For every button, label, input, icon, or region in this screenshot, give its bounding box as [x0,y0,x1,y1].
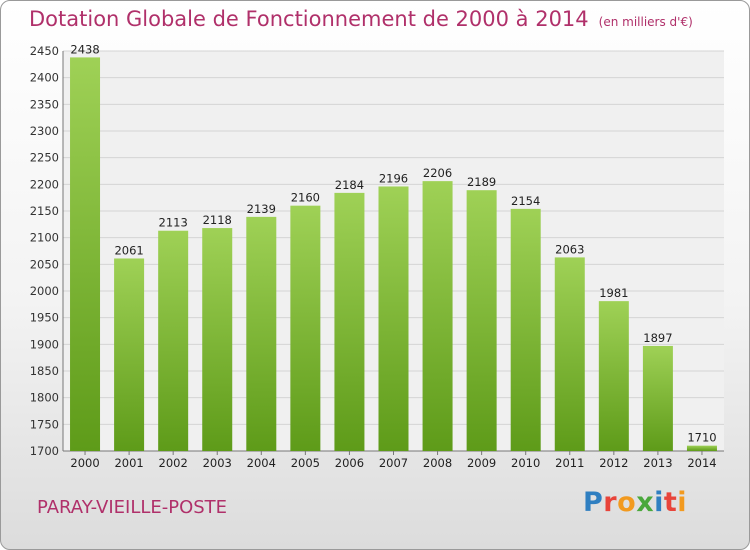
bar-value-label: 1710 [687,431,716,445]
bar [290,205,321,451]
axis-layer: 1700 1750 1800 1850 1900 1950 2000 2050 2100 2150… [30,44,724,470]
bar [114,258,145,451]
bar-layer [70,57,717,452]
x-tick-label: 2004 [247,456,276,470]
chart-title-text: Dotation Globale de Fonctionnement de 20… [29,7,589,31]
chart-title: Dotation Globale de Fonctionnement de 20… [29,7,693,31]
bar-value-label: 2196 [379,171,408,185]
x-tick-label: 2006 [335,456,364,470]
bar [466,190,497,451]
bar [334,192,365,451]
logo-letter: o [617,487,637,518]
x-tick-label: 2009 [467,456,496,470]
x-tick-label: 2014 [687,456,716,470]
logo-letter: x [636,487,655,518]
bar [686,445,717,451]
x-tick-label: 2008 [423,456,452,470]
y-tick-label: 1900 [30,337,59,351]
proxiti-logo: Proxiti [583,487,687,518]
bar-value-label: 1897 [643,331,672,345]
bar [598,301,629,451]
bar [510,208,541,451]
logo-letter: t [663,487,678,518]
y-tick-label: 2450 [30,44,59,58]
commune-name: PARAY-VIEILLE-POSTE [37,497,228,518]
y-tick-label: 2050 [30,257,59,271]
bar-value-label: 2206 [423,166,452,180]
x-tick-label: 2005 [291,456,320,470]
y-tick-label: 1800 [30,391,59,405]
x-tick-label: 2007 [379,456,408,470]
y-tick-label: 1950 [30,311,59,325]
x-tick-label: 2002 [159,456,188,470]
logo-letter: P [583,487,604,518]
bar-value-label: 2063 [555,242,584,256]
x-tick-label: 2013 [643,456,672,470]
y-tick-label: 2200 [30,177,59,191]
bar-value-label: 2184 [335,178,364,192]
logo-letter: i [654,487,664,518]
bar-value-label: 2189 [467,175,496,189]
bar [642,345,673,451]
bar-value-label: 2061 [114,243,143,257]
y-tick-label: 2100 [30,231,59,245]
bar [70,57,101,452]
x-tick-label: 2000 [70,456,99,470]
y-tick-label: 2150 [30,204,59,218]
y-tick-label: 2000 [30,284,59,298]
bar [158,230,189,451]
bar [422,181,453,451]
x-tick-label: 2003 [203,456,232,470]
label-layer: 2438 2061 2113 2118 2139 2160 2184 2196 2206 2189… [70,42,716,444]
chart-subtitle: (en milliers d'€) [598,15,693,29]
y-tick-label: 2400 [30,71,59,85]
bar [202,228,233,451]
y-tick-label: 1750 [30,417,59,431]
y-tick-label: 2300 [30,124,59,138]
bar [246,216,277,451]
x-tick-label: 2001 [114,456,143,470]
bar-value-label: 2139 [247,202,276,216]
logo-letter: r [603,487,618,518]
x-tick-label: 2010 [511,456,540,470]
bar-value-label: 2438 [70,42,99,56]
bar [378,186,409,451]
x-tick-label: 2011 [555,456,584,470]
bar-value-label: 1981 [599,286,628,300]
bar-value-label: 2160 [291,191,320,205]
y-tick-label: 1700 [30,444,59,458]
bar-value-label: 2118 [203,213,232,227]
x-tick-label: 2012 [599,456,628,470]
bar-value-label: 2113 [159,216,188,230]
y-tick-label: 1850 [30,364,59,378]
bar [554,257,585,451]
y-tick-label: 2250 [30,151,59,165]
bar-value-label: 2154 [511,194,540,208]
y-tick-label: 2350 [30,97,59,111]
logo-letter: i [677,487,688,518]
